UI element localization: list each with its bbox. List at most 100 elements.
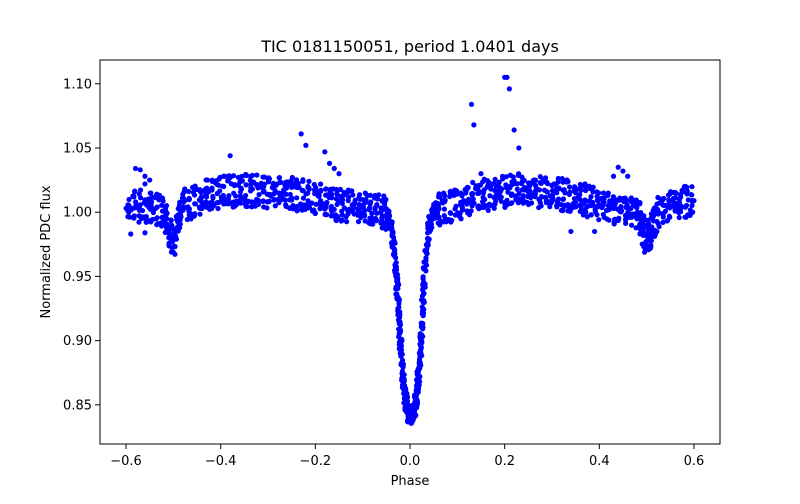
outlier-point: [137, 167, 143, 173]
y-axis-ticks: 0.85 0.90 0.95 1.00 1.05 1.10: [63, 77, 100, 413]
data-point: [648, 242, 654, 248]
data-point: [554, 204, 560, 210]
data-point: [688, 191, 694, 198]
data-point: [491, 180, 497, 186]
data-point: [656, 200, 662, 206]
data-point: [683, 202, 690, 209]
data-point: [164, 210, 170, 216]
outlier-point: [516, 145, 522, 151]
data-point: [573, 204, 579, 210]
data-point: [386, 213, 392, 219]
y-axis-label: Normalized PDC flux: [39, 185, 54, 318]
outlier-point: [336, 171, 342, 177]
data-point: [272, 188, 278, 194]
data-point: [283, 191, 289, 197]
data-point: [577, 208, 583, 215]
data-point: [480, 179, 486, 185]
data-point: [416, 357, 423, 363]
data-point: [352, 197, 358, 203]
data-point: [249, 199, 255, 205]
data-point: [340, 197, 346, 203]
data-point: [282, 197, 288, 203]
data-point: [419, 309, 426, 315]
data-point: [420, 333, 426, 340]
data-point: [420, 274, 426, 280]
y-tick-label: 1.10: [63, 77, 92, 92]
data-point: [543, 200, 549, 206]
data-point: [387, 218, 393, 224]
data-point: [619, 208, 625, 214]
data-point: [265, 179, 272, 185]
data-point: [435, 202, 441, 209]
data-point: [357, 205, 363, 211]
data-point: [606, 217, 612, 223]
data-point: [555, 196, 562, 202]
data-point: [318, 187, 324, 193]
data-point: [560, 196, 566, 203]
data-point: [532, 177, 539, 183]
data-point: [458, 216, 464, 222]
data-point: [419, 304, 425, 310]
outlier-point: [142, 181, 148, 187]
data-point: [243, 182, 249, 188]
data-point: [503, 174, 510, 180]
data-point: [344, 219, 350, 225]
data-point: [264, 205, 270, 211]
data-point: [383, 196, 389, 203]
data-point: [416, 372, 422, 378]
data-point: [233, 193, 239, 199]
x-tick-label: −0.6: [110, 454, 142, 469]
data-point: [691, 198, 697, 204]
data-point: [198, 195, 205, 201]
data-point: [187, 210, 194, 217]
data-point: [498, 198, 504, 204]
data-point: [425, 242, 431, 248]
data-point: [287, 191, 293, 198]
data-point: [424, 236, 431, 242]
data-point: [396, 304, 402, 310]
data-point: [388, 223, 394, 229]
data-point: [624, 197, 630, 204]
data-point: [442, 192, 448, 199]
data-point: [583, 187, 589, 194]
data-point: [160, 198, 166, 204]
data-point: [417, 379, 423, 385]
data-point: [396, 300, 402, 307]
data-point: [244, 203, 250, 210]
data-point: [641, 213, 647, 219]
data-point: [496, 179, 502, 185]
data-point: [253, 182, 259, 188]
data-point: [295, 180, 301, 186]
data-point: [361, 213, 368, 219]
data-point: [349, 188, 355, 194]
data-point: [178, 214, 184, 220]
data-point: [172, 243, 178, 250]
data-point: [173, 236, 180, 242]
data-point: [577, 192, 583, 198]
data-point: [368, 199, 374, 205]
data-point: [249, 172, 256, 178]
outlier-point: [620, 168, 626, 174]
data-point: [465, 185, 471, 191]
data-point: [148, 199, 155, 205]
data-point: [588, 194, 594, 200]
outlier-point: [511, 127, 517, 133]
data-point: [661, 195, 667, 202]
data-point: [261, 174, 268, 180]
data-point: [421, 297, 427, 304]
data-point: [487, 193, 493, 199]
data-point: [237, 193, 243, 199]
data-point: [172, 251, 178, 257]
y-tick-label: 0.95: [63, 270, 92, 285]
data-point: [583, 209, 589, 215]
data-point: [323, 201, 330, 207]
data-point: [419, 324, 425, 330]
data-point: [355, 219, 362, 225]
data-point: [186, 197, 192, 203]
data-point: [142, 215, 148, 221]
data-point: [238, 185, 244, 191]
data-point: [633, 225, 639, 231]
data-point: [499, 186, 505, 192]
data-point: [638, 209, 644, 216]
